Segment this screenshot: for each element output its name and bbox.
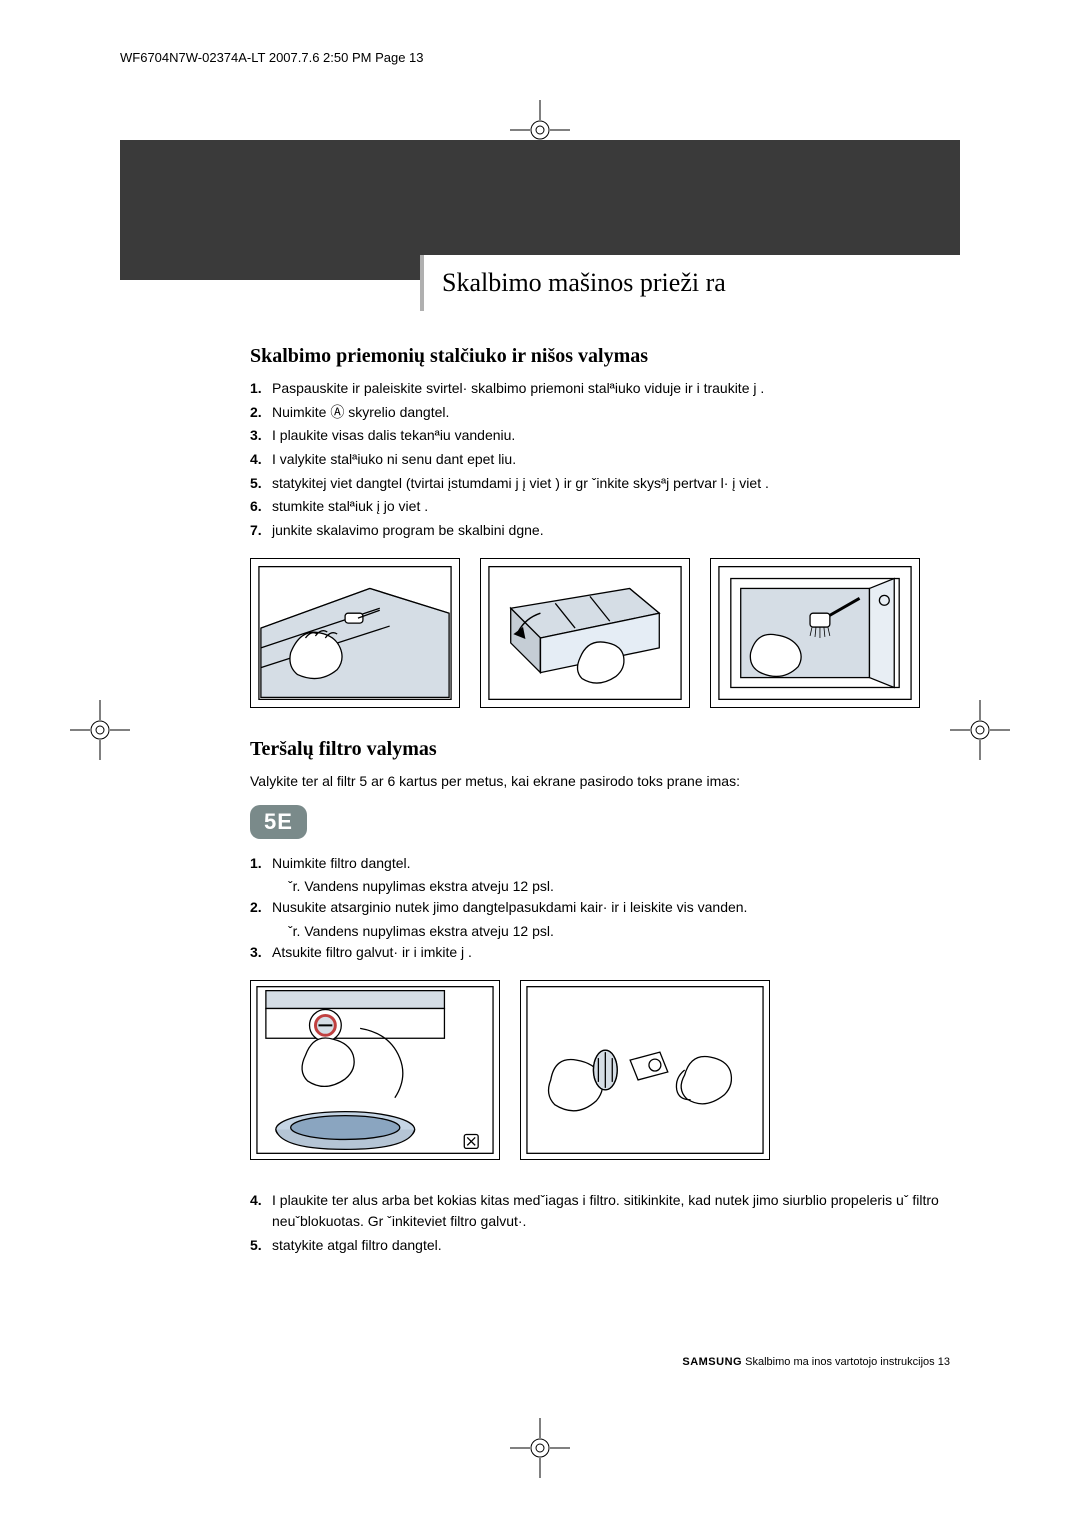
footer-brand: SAMSUNG	[682, 1356, 742, 1368]
section1-images	[250, 558, 950, 708]
step-text: junkite skalavimo program be skalbini dg…	[272, 522, 544, 538]
page-footer: SAMSUNG Skalbimo ma inos vartotojo instr…	[682, 1356, 950, 1368]
section2-steps-b: 4. I plaukite ter alus arba bet kokias ki…	[250, 1190, 950, 1257]
step-number: 1.	[250, 378, 262, 400]
step-text: Paspauskite ir paleiskite svirtel· skalb…	[272, 380, 764, 396]
section2-intro: Valykite ter al filtr 5 ar 6 kartus per …	[250, 771, 950, 793]
step-number: 4.	[250, 449, 262, 471]
step-number: 1.	[250, 853, 262, 875]
step-number: 3.	[250, 425, 262, 447]
crop-mark-right	[950, 700, 1010, 760]
illus-filter-clean	[520, 980, 770, 1160]
step-item: 7. junkite skalavimo program be skalbini …	[250, 520, 950, 542]
step-number: 2.	[250, 402, 262, 424]
step-number: 5.	[250, 1235, 262, 1257]
crop-mark-bottom	[510, 1418, 570, 1478]
content-area: Skalbimo priemonių stalčiuko ir nišos va…	[250, 345, 950, 1273]
step-item: 6. stumkite stalªiuk į jo viet .	[250, 496, 950, 518]
step-item: 1. Nuimkite filtro dangtel.	[250, 853, 950, 875]
step-item: 2. Nuimkite Ⓐ skyrelio dangtel.	[250, 402, 950, 424]
step-text: statykitej viet dangtel (tvirtai įstumda…	[272, 475, 769, 491]
step-number: 7.	[250, 520, 262, 542]
step-text: I plaukite visas dalis tekanªiu vandeniu…	[272, 427, 515, 443]
illus-niche-clean	[710, 558, 920, 708]
illus-filter-drain	[250, 980, 500, 1160]
error-code-text: 5E	[264, 809, 293, 834]
step-text: statykite atgal filtro dangtel.	[272, 1237, 442, 1253]
step-number: 4.	[250, 1190, 262, 1212]
step-item: 2. Nusukite atsarginio nutek jimo dangtel…	[250, 897, 950, 919]
error-code-badge: 5E	[250, 805, 307, 839]
crop-mark-left	[70, 700, 130, 760]
step-text: I plaukite ter alus arba bet kokias kita…	[272, 1192, 939, 1230]
step-item: 1. Paspauskite ir paleiskite svirtel· ska…	[250, 378, 950, 400]
step-text: Nuimkite Ⓐ skyrelio dangtel.	[272, 404, 449, 420]
step-text: Nusukite atsarginio nutek jimo dangtelpa…	[272, 899, 747, 915]
step-item: 5. statykitej viet dangtel (tvirtai įstum…	[250, 473, 950, 495]
step-number: 3.	[250, 942, 262, 964]
step-text: Atsukite filtro galvut· ir i imkite j .	[272, 944, 472, 960]
step-note: ˇr. Vandens nupylimas ekstra atveju 12 p…	[288, 876, 950, 897]
section1-steps: 1. Paspauskite ir paleiskite svirtel· ska…	[250, 378, 950, 542]
print-meta: WF6704N7W-02374A-LT 2007.7.6 2:50 PM Pag…	[120, 50, 424, 65]
footer-page: 13	[938, 1356, 950, 1368]
section2-images	[250, 980, 950, 1160]
step-item: 5. statykite atgal filtro dangtel.	[250, 1235, 950, 1257]
illus-drawer-remove	[480, 558, 690, 708]
step-item: 4. I plaukite ter alus arba bet kokias ki…	[250, 1190, 950, 1233]
step-text: Nuimkite filtro dangtel.	[272, 855, 411, 871]
step-item: 4. I valykite stalªiuko ni senu dant epet…	[250, 449, 950, 471]
page-title-box: Skalbimo mašinos prieži ra	[420, 255, 960, 311]
page-title: Skalbimo mašinos prieži ra	[442, 268, 726, 298]
step-number: 2.	[250, 897, 262, 919]
step-item: 3. I plaukite visas dalis tekanªiu vanden…	[250, 425, 950, 447]
step-text: I valykite stalªiuko ni senu dant epet l…	[272, 451, 516, 467]
step-number: 5.	[250, 473, 262, 495]
manual-page: WF6704N7W-02374A-LT 2007.7.6 2:50 PM Pag…	[0, 0, 1080, 1528]
footer-text: Skalbimo ma inos vartotojo instrukcijos	[745, 1356, 935, 1368]
step-text: stumkite stalªiuk į jo viet .	[272, 498, 428, 514]
step-number: 6.	[250, 496, 262, 518]
step-note: ˇr. Vandens nupylimas ekstra atveju 12 p…	[288, 921, 950, 942]
section2-steps-a: 1. Nuimkite filtro dangtel. ˇr. Vandens nu…	[250, 853, 950, 964]
section1-heading: Skalbimo priemonių stalčiuko ir nišos va…	[250, 345, 950, 368]
illus-drawer-pull	[250, 558, 460, 708]
section2-heading: Teršalų filtro valymas	[250, 738, 950, 761]
step-item: 3. Atsukite filtro galvut· ir i imkite j …	[250, 942, 950, 964]
